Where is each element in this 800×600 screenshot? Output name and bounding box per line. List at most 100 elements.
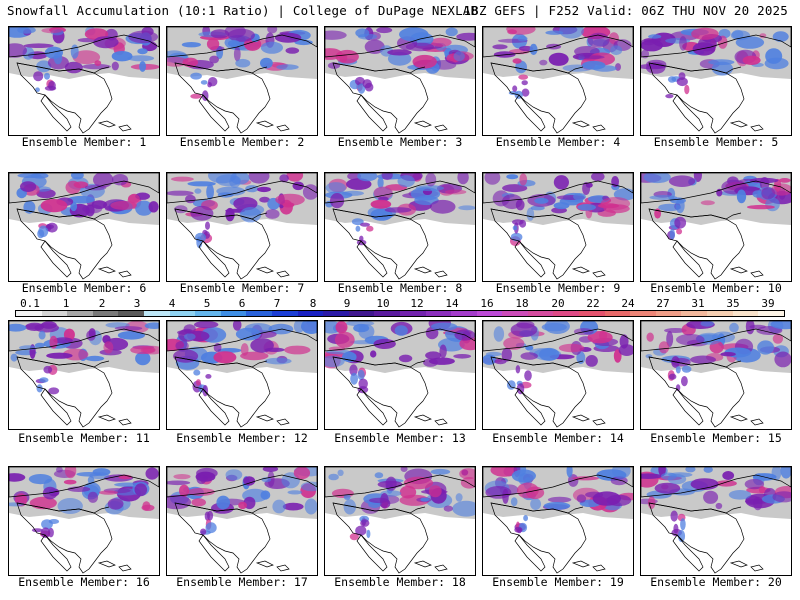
snow-accumulation-blob [502, 488, 509, 504]
snow-accumulation-blob [127, 55, 155, 62]
ensemble-member-label: Ensemble Member: 1 [21, 135, 147, 149]
snow-accumulation-blob [591, 173, 605, 182]
colorbar-swatch [732, 311, 759, 316]
ensemble-map-panel [324, 26, 476, 136]
snow-accumulation-blob [490, 467, 518, 477]
snow-accumulation-blob [380, 493, 389, 509]
snow-accumulation-blob [715, 480, 737, 487]
snow-accumulation-blob [445, 27, 458, 37]
snow-accumulation-blob [778, 178, 791, 183]
snow-accumulation-blob [553, 175, 569, 190]
snow-accumulation-blob [248, 173, 270, 184]
snow-accumulation-blob [358, 33, 377, 40]
snow-accumulation-blob [510, 232, 523, 242]
snow-accumulation-blob [357, 369, 365, 381]
arctic-coastline [483, 173, 633, 204]
ensemble-map-panel [8, 320, 160, 430]
ensemble-map-panel [8, 466, 160, 576]
snow-accumulation-blob [294, 39, 313, 46]
colorbar-swatch [374, 311, 400, 316]
mexico-coastline [356, 240, 388, 278]
snow-accumulation-blob [17, 27, 36, 34]
snow-accumulation-blob [455, 493, 463, 502]
snow-accumulation-blob [44, 46, 64, 59]
ensemble-map-panel [166, 26, 318, 136]
snow-accumulation-blob [238, 501, 247, 510]
snow-accumulation-blob [722, 471, 735, 480]
snow-accumulation-blob [654, 482, 681, 494]
ensemble-member-label: Ensemble Member: 11 [18, 431, 150, 445]
snow-accumulation-blob [671, 357, 691, 367]
ensemble-member-label: Ensemble Member: 12 [176, 431, 308, 445]
north-america-snowfall-map [483, 173, 633, 280]
snow-accumulation-blob [347, 173, 361, 180]
snow-accumulation-blob [753, 496, 763, 511]
snow-accumulation-blob [72, 50, 101, 65]
snow-accumulation-blob [412, 54, 437, 69]
arctic-coastline [641, 321, 791, 352]
colorbar-swatch [348, 311, 375, 316]
ensemble-map-panel [324, 172, 476, 282]
snow-accumulation-blob [430, 322, 458, 331]
snow-accumulation-blob [190, 205, 214, 221]
snow-accumulation-blob [771, 467, 782, 481]
snow-accumulation-blob [330, 193, 345, 209]
snow-accumulation-blob [387, 51, 412, 66]
snow-accumulation-blob [558, 343, 585, 353]
snow-accumulation-blob [272, 499, 286, 514]
snow-accumulation-blob [676, 334, 705, 346]
snow-accumulation-blob [232, 321, 242, 331]
colorbar-swatch [246, 311, 272, 316]
snow-accumulation-blob [425, 351, 442, 360]
snow-accumulation-blob [519, 219, 527, 228]
snow-accumulation-blob [137, 48, 148, 55]
snow-accumulation-blob [292, 181, 304, 191]
colorbar-swatch [169, 311, 196, 316]
mexico-coastline [514, 388, 546, 426]
canada-border [174, 62, 268, 74]
snow-accumulation-blob [665, 94, 674, 99]
snow-accumulation-blob [387, 49, 412, 56]
snow-accumulation-blob [358, 324, 375, 339]
snow-accumulation-blob [360, 519, 370, 527]
snow-accumulation-blob [530, 205, 545, 211]
snow-accumulation-blob [70, 201, 78, 212]
snow-accumulation-blob [343, 494, 351, 500]
snowfall-colorbar [15, 310, 785, 317]
snow-accumulation-blob [425, 173, 437, 187]
snow-accumulation-blob [548, 52, 569, 66]
snow-accumulation-blob [167, 494, 192, 510]
colorbar-swatch [143, 311, 170, 316]
snow-accumulation-blob [510, 497, 518, 507]
north-america-snowfall-map [325, 173, 475, 280]
snow-accumulation-blob [63, 479, 77, 485]
snow-accumulation-blob [40, 199, 68, 213]
snow-accumulation-blob [675, 366, 681, 374]
snow-accumulation-blob [553, 202, 570, 210]
snow-accumulation-blob [181, 42, 201, 48]
map-title: Snowfall Accumulation (10:1 Ratio) | Col… [7, 3, 479, 18]
mexico-coastline [40, 534, 72, 572]
snow-accumulation-blob [600, 197, 631, 210]
snow-accumulation-blob [10, 353, 18, 362]
snow-accumulation-blob [526, 207, 535, 221]
snow-accumulation-blob [592, 491, 621, 506]
snow-accumulation-blob [259, 196, 270, 203]
snow-accumulation-blob [205, 374, 212, 379]
snow-accumulation-blob [576, 351, 586, 364]
colorbar-tick-label: 6 [238, 297, 246, 310]
snow-accumulation-blob [98, 490, 119, 495]
snow-accumulation-blob [304, 498, 317, 515]
snow-accumulation-blob [148, 201, 159, 213]
snow-accumulation-blob [669, 228, 675, 240]
canada-border [332, 208, 426, 220]
mexico-coastline [356, 94, 388, 132]
snow-accumulation-blob [190, 93, 202, 99]
snow-accumulation-blob [512, 225, 518, 231]
snow-accumulation-blob [194, 188, 202, 194]
canada-border [16, 502, 110, 514]
snow-accumulation-blob [516, 383, 525, 395]
snow-accumulation-blob [428, 485, 442, 498]
colorbar-tick-label: 10 [376, 297, 390, 310]
snow-accumulation-blob [134, 483, 148, 497]
